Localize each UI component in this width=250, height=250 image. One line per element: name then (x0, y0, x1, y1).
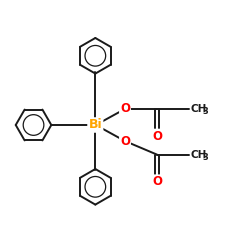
Text: CH: CH (190, 150, 207, 160)
Text: Bi: Bi (88, 118, 102, 132)
Text: O: O (120, 134, 130, 147)
Text: 3: 3 (203, 153, 208, 162)
Text: CH: CH (190, 104, 207, 114)
Text: 3: 3 (203, 108, 208, 116)
Text: O: O (120, 102, 130, 116)
Text: O: O (152, 130, 162, 142)
Text: O: O (152, 175, 162, 188)
